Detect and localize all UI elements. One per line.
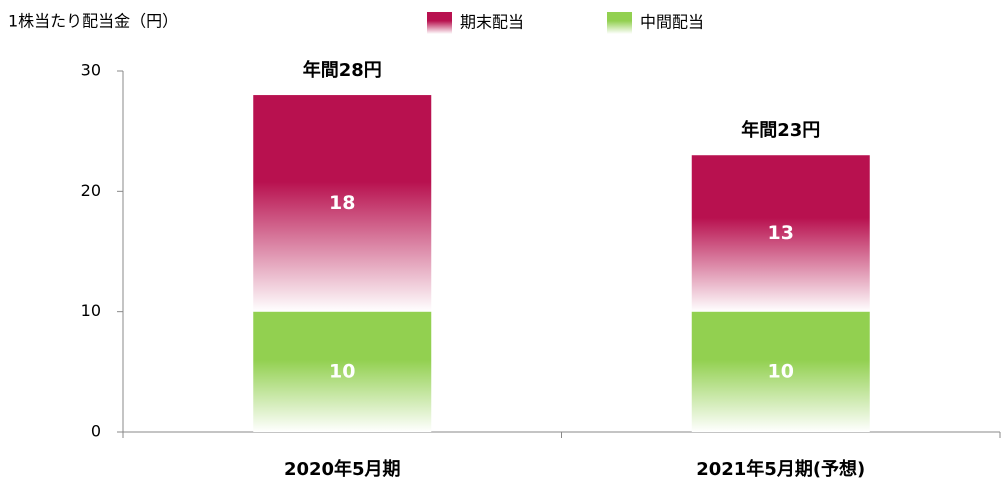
bar-segment (253, 95, 432, 312)
total-label: 年間28円 (303, 59, 382, 81)
y-axis-label: 1株当たり配当金（円） (8, 12, 178, 31)
total-label: 年間23円 (741, 119, 820, 141)
bar-segment (691, 155, 870, 312)
value-label: 10 (329, 360, 355, 382)
legend-swatch (427, 12, 452, 34)
y-tick-label: 30 (81, 61, 101, 80)
y-tick-label: 0 (91, 422, 101, 441)
legend-label: 中間配当 (640, 13, 704, 32)
value-label: 18 (329, 192, 355, 214)
y-tick-label: 20 (81, 181, 101, 200)
y-tick-label: 10 (81, 301, 101, 320)
value-label: 10 (768, 360, 794, 382)
x-tick-label: 2020年5月期 (284, 458, 401, 480)
legend-label: 期末配当 (460, 13, 524, 32)
bar-segment (691, 311, 870, 432)
bar-segment (253, 311, 432, 432)
value-label: 13 (768, 222, 794, 244)
legend-swatch (607, 12, 632, 34)
x-tick-label: 2021年5月期(予想) (696, 458, 865, 480)
